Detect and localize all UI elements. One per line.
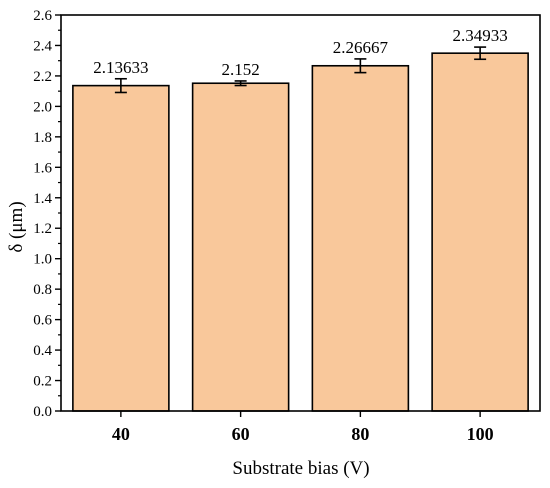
data-label: 2.34933 bbox=[453, 26, 508, 45]
y-tick-label: 1.2 bbox=[33, 221, 52, 237]
y-tick-label: 1.6 bbox=[33, 160, 52, 176]
y-tick-label: 2.6 bbox=[33, 8, 52, 24]
bar bbox=[72, 84, 170, 412]
x-tick-label: 100 bbox=[467, 424, 494, 444]
y-tick-label: 0.2 bbox=[33, 374, 52, 390]
y-tick-label: 0.0 bbox=[33, 404, 52, 420]
y-tick-label: 2.4 bbox=[33, 38, 52, 54]
y-tick-label: 0.6 bbox=[33, 313, 52, 329]
x-tick-label: 80 bbox=[351, 424, 369, 444]
bar bbox=[431, 52, 529, 412]
y-tick-label: 1.0 bbox=[33, 252, 52, 268]
data-label: 2.26667 bbox=[333, 38, 389, 57]
bar bbox=[191, 82, 290, 412]
data-label: 2.13633 bbox=[93, 58, 148, 77]
plot-area: 2.13633 40 2.152 60 2.26667 80 2.34933 100 0.0 0.… bbox=[33, 8, 541, 444]
x-axis-title: Substrate bias (V) bbox=[232, 458, 369, 479]
y-tick-label: 1.8 bbox=[33, 130, 52, 146]
y-tick-label: 1.4 bbox=[33, 191, 52, 207]
y-tick-label: 2.2 bbox=[33, 69, 52, 85]
bar bbox=[311, 64, 410, 412]
y-tick-label: 0.8 bbox=[33, 282, 52, 298]
y-tick-label: 0.4 bbox=[33, 343, 52, 359]
y-axis-title: δ (μm) bbox=[6, 201, 27, 252]
data-label: 2.152 bbox=[222, 60, 260, 79]
x-tick-label: 40 bbox=[112, 424, 130, 444]
x-tick-label: 60 bbox=[232, 424, 250, 444]
y-tick-label: 2.0 bbox=[33, 99, 52, 115]
